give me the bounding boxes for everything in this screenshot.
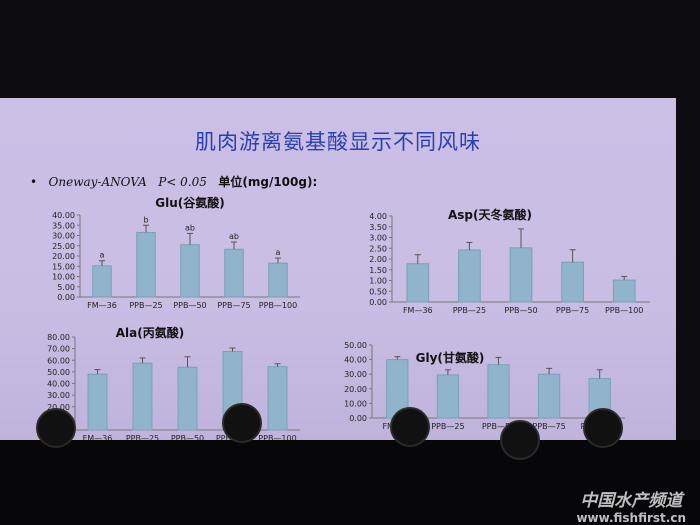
y-tick-label: 60.00 bbox=[47, 356, 70, 365]
y-tick-label: 3.50 bbox=[369, 223, 387, 232]
y-tick-label: 80.00 bbox=[47, 333, 70, 342]
x-tick-label: PPB—50 bbox=[171, 434, 204, 443]
watermark: 中国水产频道 www.fishfirst.cn bbox=[576, 486, 686, 525]
y-tick-label: 70.00 bbox=[47, 345, 70, 354]
x-tick-label: FM—36 bbox=[403, 306, 433, 315]
watermark-url: www.fishfirst.cn bbox=[576, 511, 686, 525]
x-tick-label: PPB—100 bbox=[259, 301, 297, 310]
bar bbox=[87, 373, 108, 431]
bar bbox=[612, 279, 636, 303]
x-tick-label: FM—36 bbox=[83, 434, 113, 443]
y-tick-label: 0.50 bbox=[369, 287, 387, 296]
y-tick-label: 15.00 bbox=[52, 262, 75, 271]
x-tick-label: PPB—100 bbox=[258, 434, 296, 443]
bar bbox=[132, 362, 153, 431]
x-tick-label: PPB—75 bbox=[217, 301, 250, 310]
stage-light-icon bbox=[583, 408, 623, 448]
watermark-name: 中国水产频道 bbox=[580, 491, 683, 511]
y-tick-label: 40.00 bbox=[344, 356, 367, 365]
y-tick-label: 0.00 bbox=[57, 293, 75, 302]
slide-title: 肌肉游离氨基酸显示不同风味 bbox=[195, 130, 481, 154]
significance-label: a bbox=[100, 251, 105, 260]
unit-label: 单位(mg/100g): bbox=[218, 175, 318, 189]
bar bbox=[458, 249, 481, 303]
y-tick-label: 10.00 bbox=[52, 273, 75, 282]
chart-title: Ala(丙氨酸) bbox=[116, 325, 184, 340]
significance-label: a bbox=[276, 248, 281, 257]
stage-light-icon bbox=[500, 420, 540, 460]
bar bbox=[406, 263, 430, 303]
x-tick-label: PPB—50 bbox=[173, 301, 206, 310]
bar bbox=[177, 366, 198, 431]
x-tick-label: FM—36 bbox=[87, 301, 117, 310]
slide-subtitle: • Oneway-ANOVA P< 0.05 单位(mg/100g): bbox=[30, 175, 318, 189]
y-tick-label: 20.00 bbox=[47, 403, 70, 412]
y-tick-label: 0.00 bbox=[369, 298, 387, 307]
bar bbox=[537, 373, 561, 419]
chart-title: Asp(天冬氨酸) bbox=[448, 207, 532, 222]
y-tick-label: 40.00 bbox=[47, 380, 70, 389]
y-tick-label: 2.00 bbox=[369, 255, 387, 264]
y-tick-label: 20.00 bbox=[344, 385, 367, 394]
y-tick-label: 30.00 bbox=[344, 370, 367, 379]
y-tick-label: 50.00 bbox=[47, 368, 70, 377]
significance-label: b bbox=[143, 215, 148, 224]
x-tick-label: PPB—25 bbox=[126, 434, 159, 443]
x-tick-label: PPB—100 bbox=[605, 306, 643, 315]
x-tick-label: PPB—25 bbox=[129, 301, 162, 310]
stage-light-icon bbox=[222, 403, 262, 443]
x-tick-label: PPB—50 bbox=[504, 306, 537, 315]
bar bbox=[268, 262, 288, 298]
significance-label: ab bbox=[229, 232, 239, 241]
y-tick-label: 30.00 bbox=[47, 391, 70, 400]
y-tick-label: 50.00 bbox=[344, 341, 367, 350]
bar bbox=[436, 374, 460, 419]
x-tick-label: PPB—75 bbox=[556, 306, 589, 315]
bar bbox=[224, 248, 244, 298]
method-label: Oneway-ANOVA bbox=[48, 175, 147, 189]
pvalue-label: P< 0.05 bbox=[158, 175, 207, 189]
chart-title: Gly(甘氨酸) bbox=[416, 350, 485, 365]
significance-label: ab bbox=[185, 223, 195, 232]
y-tick-label: 1.00 bbox=[369, 277, 387, 286]
stage-foreground bbox=[0, 440, 700, 525]
y-tick-label: 1.50 bbox=[369, 266, 387, 275]
bar bbox=[180, 244, 200, 298]
y-tick-label: 40.00 bbox=[52, 211, 75, 220]
y-tick-label: 10.00 bbox=[344, 399, 367, 408]
bar bbox=[561, 261, 584, 303]
y-tick-label: 0.00 bbox=[349, 414, 367, 423]
y-tick-label: 35.00 bbox=[52, 221, 75, 230]
x-tick-label: PPB—25 bbox=[453, 306, 486, 315]
y-tick-label: 2.50 bbox=[369, 244, 387, 253]
bar bbox=[487, 364, 510, 419]
x-tick-label: PPB—25 bbox=[431, 422, 464, 431]
x-tick-label: PPB—75 bbox=[532, 422, 565, 431]
x-tick-label: PPB—50 bbox=[482, 422, 515, 431]
y-tick-label: 3.00 bbox=[369, 234, 387, 243]
y-tick-label: 5.00 bbox=[57, 283, 75, 292]
stage-light-icon bbox=[36, 408, 76, 448]
y-tick-label: 4.00 bbox=[369, 212, 387, 221]
y-tick-label: 30.00 bbox=[52, 232, 75, 241]
bar bbox=[509, 247, 533, 303]
bar bbox=[136, 231, 156, 298]
y-tick-label: 20.00 bbox=[52, 252, 75, 261]
y-tick-label: 25.00 bbox=[52, 242, 75, 251]
bar bbox=[267, 366, 288, 431]
chart-title: Glu(谷氨酸) bbox=[155, 195, 224, 210]
bar bbox=[92, 265, 112, 298]
stage-light-icon bbox=[390, 407, 430, 447]
